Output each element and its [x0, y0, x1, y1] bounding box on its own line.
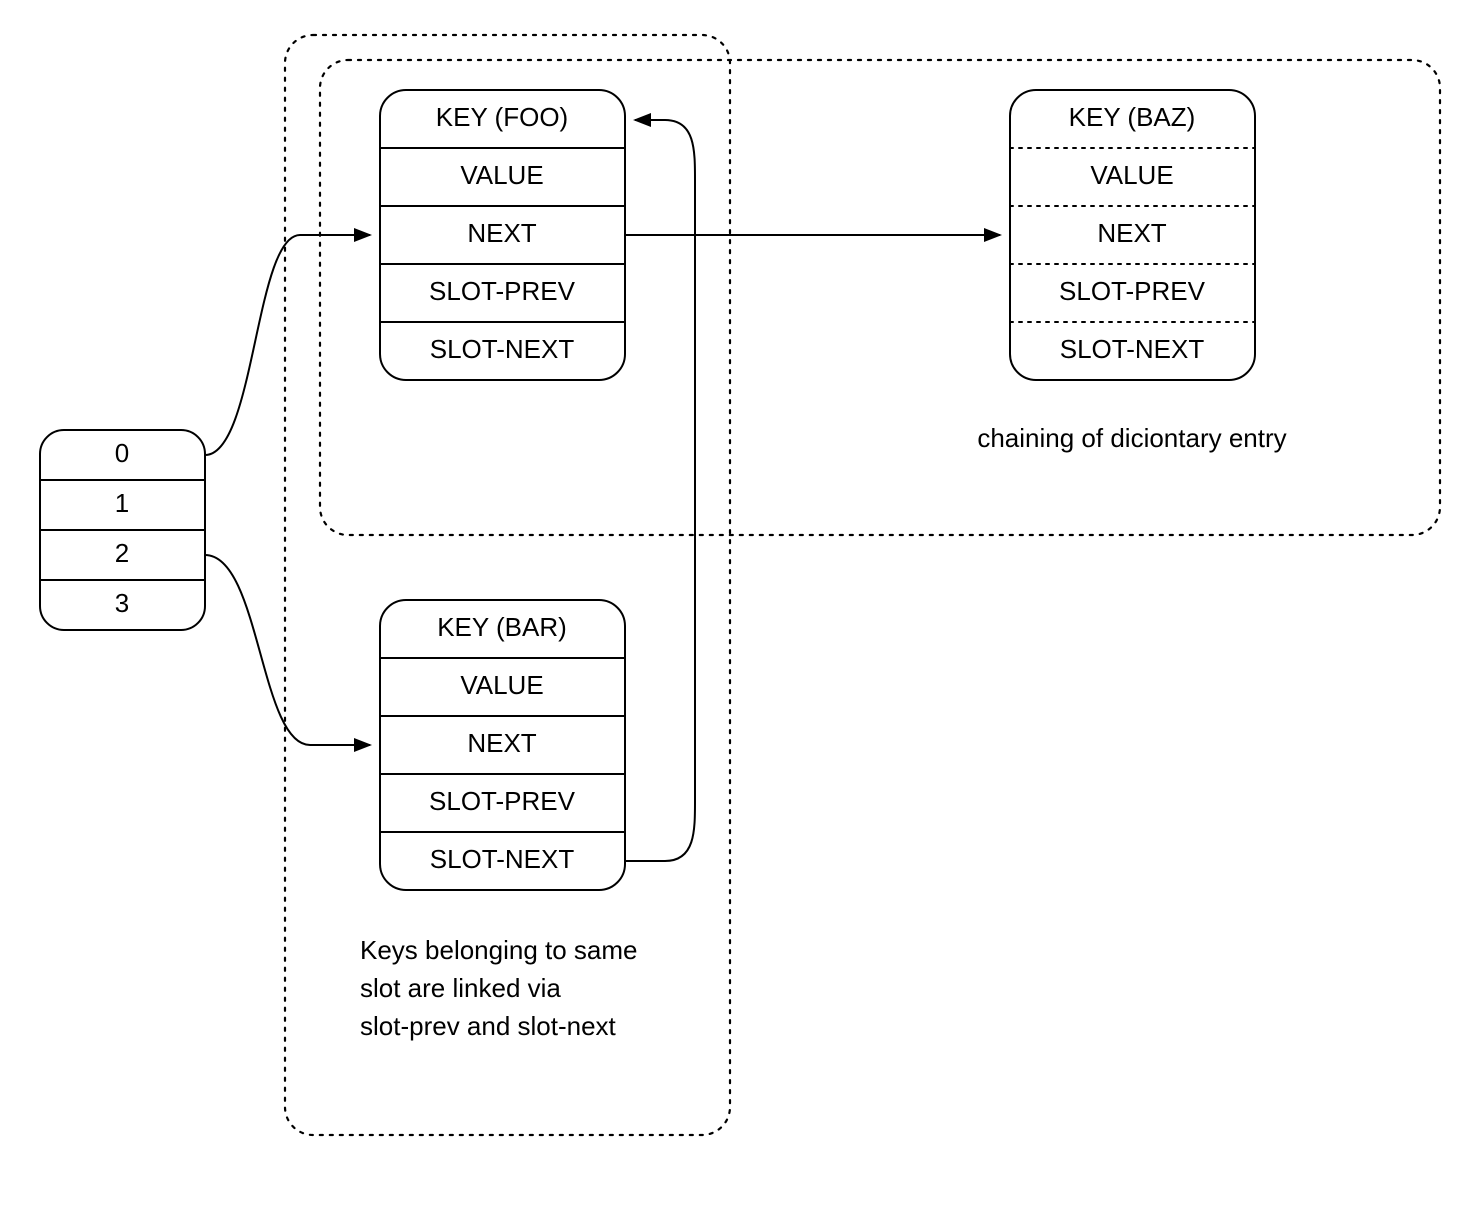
- caption-slot-line3: slot-prev and slot-next: [360, 1011, 617, 1041]
- hash-table: 0 1 2 3: [40, 430, 205, 630]
- entry-baz-next: NEXT: [1097, 218, 1166, 248]
- slot-0-label: 0: [115, 438, 129, 468]
- entry-bar-slotnext: SLOT-NEXT: [430, 844, 575, 874]
- slot-3-label: 3: [115, 588, 129, 618]
- caption-slot-line2: slot are linked via: [360, 973, 561, 1003]
- caption-chaining: chaining of diciontary entry: [977, 423, 1286, 453]
- entry-baz-key: KEY (BAZ): [1069, 102, 1196, 132]
- entry-baz-slotprev: SLOT-PREV: [1059, 276, 1206, 306]
- arrow-slot2-to-bar: [205, 555, 370, 745]
- entry-foo: KEY (FOO) VALUE NEXT SLOT-PREV SLOT-NEXT: [380, 90, 625, 380]
- slot-1-label: 1: [115, 488, 129, 518]
- entry-baz-value: VALUE: [1090, 160, 1173, 190]
- entry-bar-key: KEY (BAR): [437, 612, 567, 642]
- entry-baz-slotnext: SLOT-NEXT: [1060, 334, 1205, 364]
- entry-foo-slotnext: SLOT-NEXT: [430, 334, 575, 364]
- entry-foo-next: NEXT: [467, 218, 536, 248]
- entry-foo-slotprev: SLOT-PREV: [429, 276, 576, 306]
- entry-bar: KEY (BAR) VALUE NEXT SLOT-PREV SLOT-NEXT: [380, 600, 625, 890]
- arrow-bar-slotnext-to-foo: [625, 120, 695, 861]
- hash-dictionary-diagram: 0 1 2 3 KEY (FOO) VALUE NEXT SLOT-PREV S…: [0, 0, 1477, 1211]
- entry-foo-key: KEY (FOO): [436, 102, 568, 132]
- entry-bar-slotprev: SLOT-PREV: [429, 786, 576, 816]
- entry-bar-value: VALUE: [460, 670, 543, 700]
- slot-2-label: 2: [115, 538, 129, 568]
- entry-baz: KEY (BAZ) VALUE NEXT SLOT-PREV SLOT-NEXT: [1010, 90, 1255, 380]
- entry-bar-next: NEXT: [467, 728, 536, 758]
- arrow-slot0-to-foo: [205, 235, 370, 455]
- entry-foo-value: VALUE: [460, 160, 543, 190]
- caption-slot-line1: Keys belonging to same: [360, 935, 638, 965]
